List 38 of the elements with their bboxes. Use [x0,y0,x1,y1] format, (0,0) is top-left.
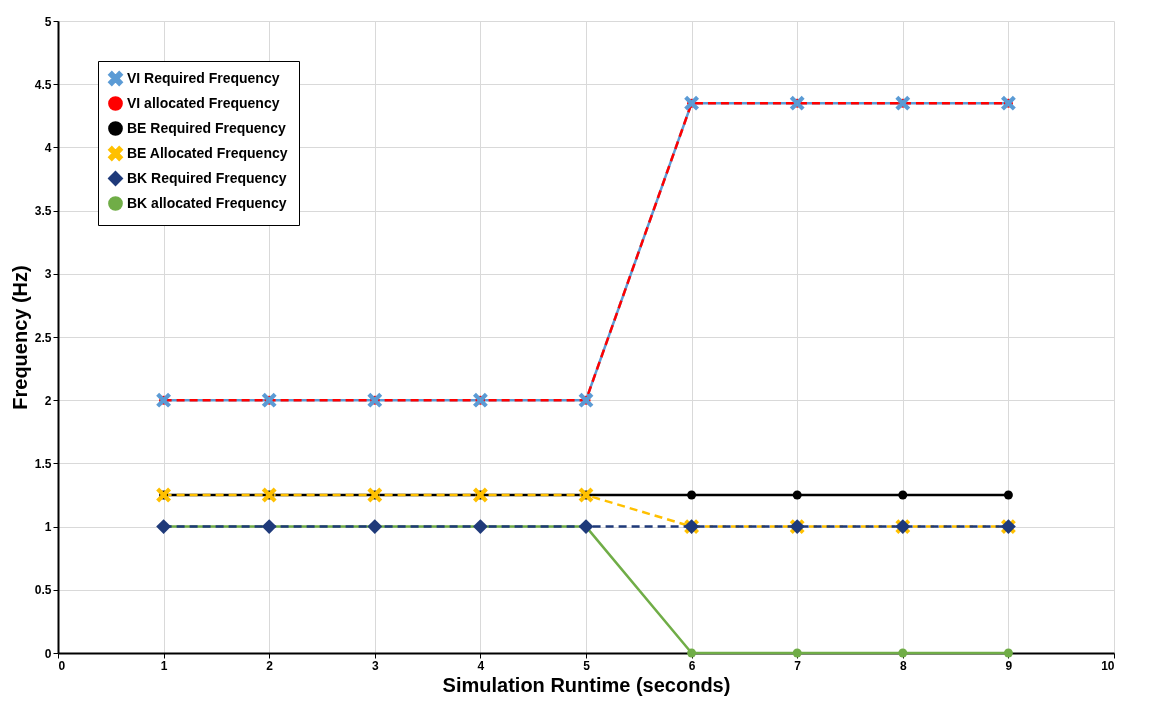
y-tick-label: 1.5 [34,456,52,471]
y-tick-label: 5 [44,14,52,29]
y-tick-label: 3 [44,267,52,282]
x-tick-label: 7 [794,658,802,673]
point [898,648,908,658]
x-tick-label: 0 [58,658,66,673]
x-axis-title: Simulation Runtime (seconds) [442,673,731,696]
y-tick-label: 3.5 [34,204,52,219]
x-tick-label: 4 [477,658,485,673]
legend-label: BK allocated Frequency [127,194,287,211]
y-tick-label: 1 [44,520,52,535]
legend-label: BE Required Frequency [127,119,286,136]
point [1003,490,1013,500]
point [687,648,697,658]
y-tick-label: 0.5 [34,583,52,598]
x-tick-label: 9 [1005,658,1013,673]
point [1003,648,1013,658]
legend-label: VI Required Frequency [127,69,280,86]
x-tick-label: 8 [899,658,907,673]
y-tick-label: 2.5 [34,330,52,345]
legend-label: VI allocated Frequency [127,94,280,111]
y-axis-title: Frequency (Hz) [8,265,31,410]
point [898,490,908,500]
y-tick-label: 4 [44,140,52,155]
point [687,490,697,500]
x-tick-label: 1 [160,658,168,673]
y-tick-label: 4.5 [34,77,52,92]
point [792,490,802,500]
legend-label: BK Required Frequency [127,169,287,186]
y-tick-label: 2 [44,393,52,408]
x-tick-label: 10 [1101,658,1115,673]
point [792,648,802,658]
y-tick-label: 0 [44,646,52,661]
x-tick-label: 6 [688,658,696,673]
x-tick-label: 3 [371,658,379,673]
x-tick-label: 5 [583,658,591,673]
legend-label: BE Allocated Frequency [127,144,288,161]
x-tick-label: 2 [266,658,274,673]
